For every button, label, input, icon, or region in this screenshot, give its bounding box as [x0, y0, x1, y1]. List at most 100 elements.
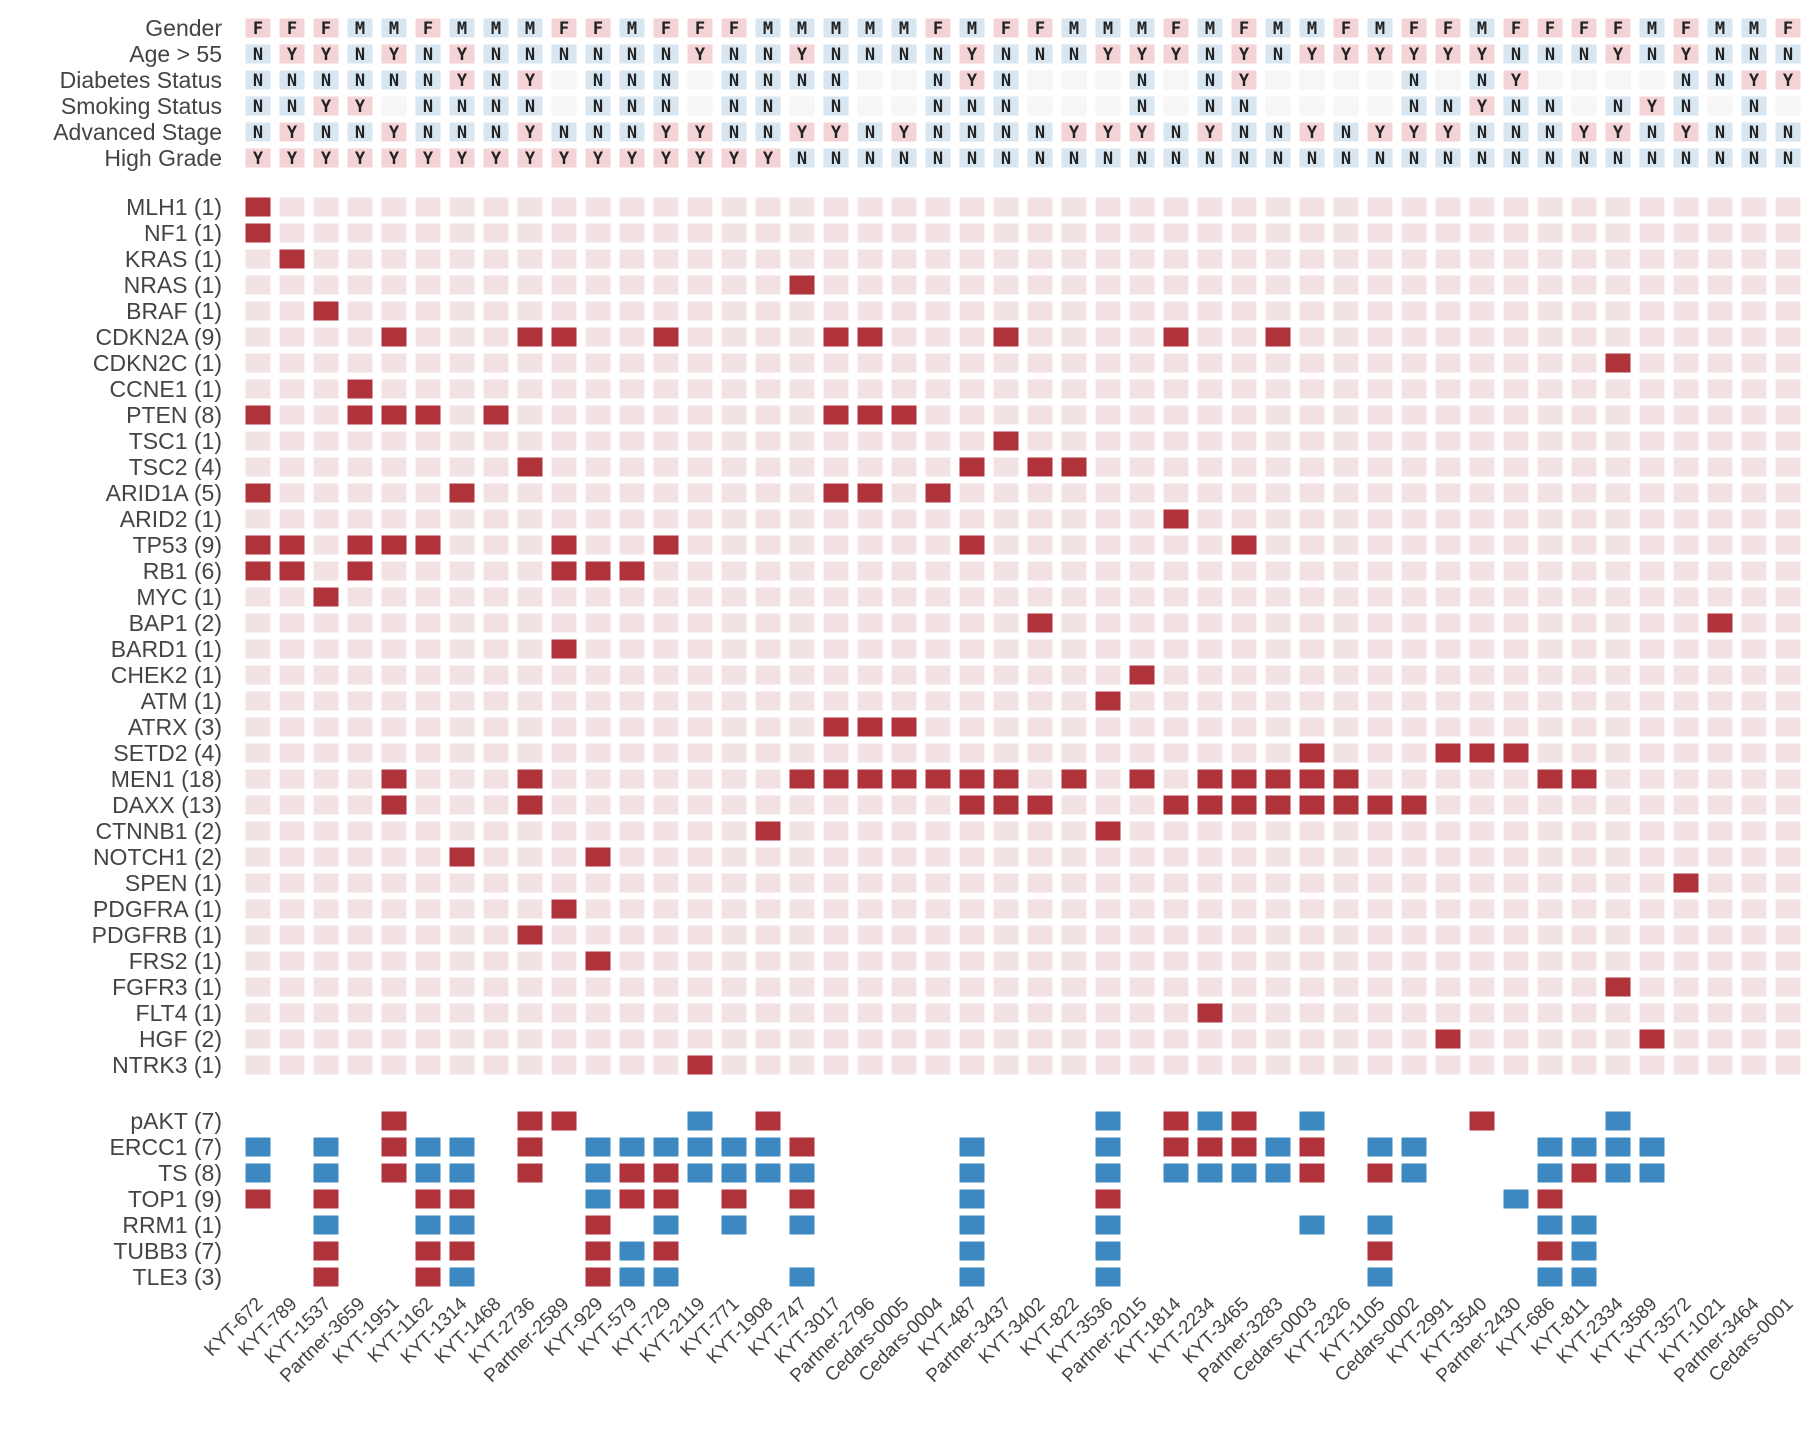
- clinical-cell-value: Y: [1171, 45, 1182, 65]
- gene-background-cell: [789, 847, 815, 867]
- gene-background-cell: [925, 821, 951, 841]
- clinical-cell-empty: [1163, 70, 1189, 90]
- gene-background-cell: [1639, 613, 1665, 633]
- gene-alteration-cell: [1197, 1003, 1223, 1023]
- clinical-cell-value: N: [1171, 123, 1181, 143]
- clinical-cell-value: N: [253, 71, 263, 91]
- gene-background-cell: [959, 483, 985, 503]
- protein-cell-blue: [619, 1267, 645, 1287]
- clinical-cell-value: N: [321, 71, 331, 91]
- clinical-cell: [1741, 148, 1767, 168]
- gene-background-cell: [823, 743, 849, 763]
- gene-background-cell: [1095, 327, 1121, 347]
- gene-background-cell: [619, 1029, 645, 1049]
- gene-background-cell: [1061, 197, 1087, 217]
- gene-background-cell: [1401, 847, 1427, 867]
- gene-background-cell: [1061, 847, 1087, 867]
- gene-background-cell: [993, 587, 1019, 607]
- protein-cell-blue: [721, 1163, 747, 1183]
- gene-background-cell: [1367, 769, 1393, 789]
- gene-background-cell: [1095, 795, 1121, 815]
- gene-background-cell: [1775, 613, 1801, 633]
- gene-alteration-cell: [1571, 769, 1597, 789]
- gene-background-cell: [1197, 561, 1223, 581]
- gene-background-cell: [1163, 1003, 1189, 1023]
- gene-background-cell: [245, 717, 271, 737]
- gene-background-cell: [1333, 717, 1359, 737]
- gene-background-cell: [993, 379, 1019, 399]
- clinical-cell: [1435, 122, 1461, 142]
- protein-cell-blue: [959, 1189, 985, 1209]
- gene-background-cell: [1367, 327, 1393, 347]
- gene-background-cell: [1129, 795, 1155, 815]
- gene-row-label: CDKN2A (9): [95, 324, 222, 350]
- gene-background-cell: [1503, 405, 1529, 425]
- gene-background-cell: [585, 223, 611, 243]
- gene-background-cell: [1265, 873, 1291, 893]
- gene-background-cell: [755, 873, 781, 893]
- gene-background-cell: [755, 613, 781, 633]
- gene-background-cell: [415, 613, 441, 633]
- gene-background-cell: [1299, 457, 1325, 477]
- clinical-cell: [1775, 148, 1801, 168]
- gene-background-cell: [313, 691, 339, 711]
- clinical-cell: [1401, 44, 1427, 64]
- clinical-cell-value: N: [1545, 123, 1555, 143]
- gene-background-cell: [585, 457, 611, 477]
- clinical-cell: [517, 122, 543, 142]
- clinical-cell-value: Y: [899, 123, 910, 143]
- gene-background-cell: [1027, 1003, 1053, 1023]
- clinical-cell: [619, 70, 645, 90]
- gene-background-cell: [687, 379, 713, 399]
- gene-background-cell: [1503, 769, 1529, 789]
- gene-background-cell: [415, 301, 441, 321]
- clinical-cell-value: N: [763, 45, 773, 65]
- protein-cell-blue: [1605, 1163, 1631, 1183]
- protein-cell-blue: [1367, 1137, 1393, 1157]
- gene-background-cell: [1333, 665, 1359, 685]
- gene-background-cell: [1265, 457, 1291, 477]
- gene-background-cell: [687, 717, 713, 737]
- clinical-cell: [1197, 44, 1223, 64]
- gene-background-cell: [619, 899, 645, 919]
- gene-background-cell: [1605, 743, 1631, 763]
- gene-background-cell: [993, 405, 1019, 425]
- gene-background-cell: [1571, 847, 1597, 867]
- gene-background-cell: [1299, 613, 1325, 633]
- clinical-cell-value: Y: [967, 71, 978, 91]
- clinical-cell-value: Y: [1681, 45, 1692, 65]
- gene-background-cell: [1605, 1029, 1631, 1049]
- gene-background-cell: [1163, 561, 1189, 581]
- gene-background-cell: [687, 249, 713, 269]
- gene-alteration-cell: [789, 275, 815, 295]
- gene-background-cell: [1299, 587, 1325, 607]
- clinical-cell-value: N: [797, 149, 807, 169]
- gene-background-cell: [1537, 795, 1563, 815]
- gene-background-cell: [1469, 691, 1495, 711]
- gene-background-cell: [1197, 223, 1223, 243]
- gene-background-cell: [755, 925, 781, 945]
- gene-background-cell: [1775, 951, 1801, 971]
- gene-background-cell: [1027, 587, 1053, 607]
- gene-background-cell: [823, 353, 849, 373]
- gene-background-cell: [585, 1055, 611, 1075]
- gene-background-cell: [1741, 613, 1767, 633]
- gene-background-cell: [1367, 847, 1393, 867]
- gene-row-label: FRS2 (1): [129, 948, 222, 974]
- gene-alteration-cell: [245, 405, 271, 425]
- gene-background-cell: [585, 275, 611, 295]
- clinical-cell: [1095, 148, 1121, 168]
- gene-background-cell: [959, 1003, 985, 1023]
- clinical-cell: [619, 18, 645, 38]
- gene-background-cell: [1707, 249, 1733, 269]
- gene-alteration-cell: [517, 795, 543, 815]
- clinical-cell: [1605, 96, 1631, 116]
- gene-alteration-cell: [1605, 977, 1631, 997]
- clinical-cell-value: N: [355, 123, 365, 143]
- gene-background-cell: [1469, 587, 1495, 607]
- gene-background-cell: [925, 691, 951, 711]
- clinical-cell: [755, 148, 781, 168]
- gene-alteration-cell: [415, 535, 441, 555]
- protein-cell-blue: [449, 1215, 475, 1235]
- gene-background-cell: [1537, 639, 1563, 659]
